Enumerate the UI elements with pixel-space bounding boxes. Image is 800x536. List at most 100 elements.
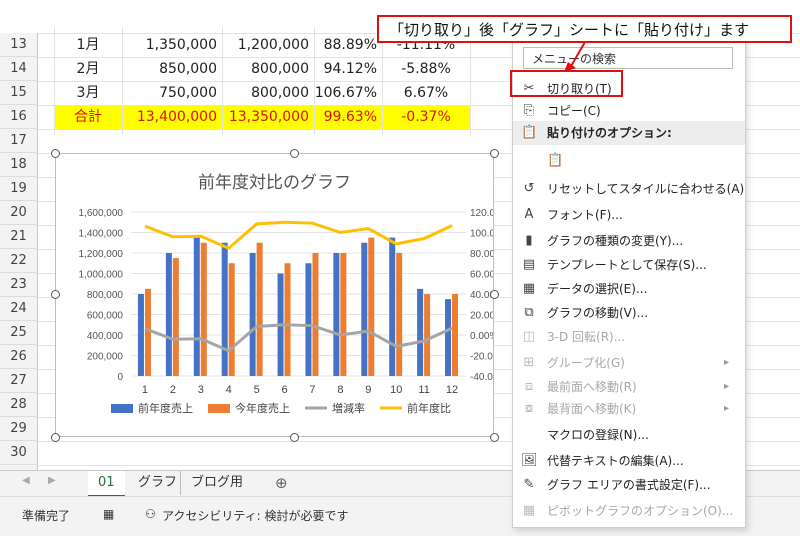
cell-a[interactable]: 750,000 xyxy=(159,85,217,101)
cell-b[interactable]: 800,000 xyxy=(251,85,309,101)
cell-month[interactable]: 1月 xyxy=(76,37,100,53)
resize-handle[interactable] xyxy=(51,433,60,442)
font-icon: A xyxy=(524,207,534,222)
cell-d[interactable]: -5.88% xyxy=(401,61,451,77)
x-tick-label: 9 xyxy=(365,384,371,396)
bar-今年度売上-10 xyxy=(396,253,403,376)
chart-area[interactable]: 前年度対比のグラフ 1,600,000 1,400,000 1,200,000 1,0… xyxy=(55,153,494,437)
row-header[interactable]: 26 xyxy=(0,345,38,369)
cell-month[interactable]: 2月 xyxy=(76,61,100,77)
menu-item-copy[interactable]: ⎘ コピー(C) xyxy=(513,99,745,123)
y2-tick-label: 100.00% xyxy=(470,229,493,240)
menu-item-macro[interactable]: マクロの登録(N)... xyxy=(513,423,745,447)
gridline xyxy=(38,441,800,442)
menu-item-alt-text[interactable]: 🖼 代替テキストの編集(A)... xyxy=(513,449,745,473)
y-tick-label: 600,000 xyxy=(87,311,124,322)
menu-item-label: グループ化(G) xyxy=(547,356,625,370)
row-header[interactable]: 21 xyxy=(0,225,38,249)
y2-tick-label: 60.00% xyxy=(470,270,493,281)
menu-item-select-data[interactable]: ▦ データの選択(E)... xyxy=(513,277,745,301)
accessibility-status[interactable]: アクセシビリティ: 検討が必要です xyxy=(162,509,349,523)
bar-前年度売上-8 xyxy=(333,253,340,376)
gridline xyxy=(38,81,800,82)
macro-record-icon[interactable]: ▦ xyxy=(103,507,115,521)
gridline xyxy=(38,57,800,58)
row-header[interactable]: 19 xyxy=(0,177,38,201)
add-sheet-icon[interactable]: ⊕ xyxy=(275,474,288,492)
menu-item-move-chart[interactable]: ⧉ グラフの移動(V)... xyxy=(513,301,745,325)
cell-month[interactable]: 合計 xyxy=(74,109,102,125)
menu-item-font[interactable]: A フォント(F)... xyxy=(513,203,745,227)
menu-item-chart-type[interactable]: ▮ グラフの種類の変更(Y)... xyxy=(513,229,745,253)
cell-a[interactable]: 13,400,000 xyxy=(136,109,217,125)
cell-d[interactable]: -0.37% xyxy=(401,109,451,125)
menu-search-input[interactable]: メニューの検索 xyxy=(523,47,733,69)
menu-item-group[interactable]: ⊞ グループ化(G) ▸ xyxy=(513,351,745,375)
resize-handle[interactable] xyxy=(490,433,499,442)
cell-c[interactable]: 99.63% xyxy=(323,109,377,125)
send-back-icon: ⧇ xyxy=(524,401,534,416)
menu-item-format-area[interactable]: ✎ グラフ エリアの書式設定(F)... xyxy=(513,473,745,497)
resize-handle[interactable] xyxy=(490,149,499,158)
cell-c[interactable]: 94.12% xyxy=(323,61,377,77)
tab-scroll-right-icon[interactable]: ▶ xyxy=(48,475,56,486)
resize-handle[interactable] xyxy=(290,433,299,442)
row-header[interactable]: 27 xyxy=(0,369,38,393)
row-header[interactable]: 30 xyxy=(0,441,38,465)
cell-b[interactable]: 800,000 xyxy=(251,61,309,77)
cell-b[interactable]: 1,200,000 xyxy=(237,37,309,53)
bar-今年度売上-2 xyxy=(172,258,179,376)
tab-scroll-left-icon[interactable]: ◀ xyxy=(22,475,30,486)
gridline xyxy=(382,27,383,135)
y2-tick-label: 0.00% xyxy=(470,331,493,342)
resize-handle[interactable] xyxy=(51,149,60,158)
cell-a[interactable]: 850,000 xyxy=(159,61,217,77)
cell-c[interactable]: 88.89% xyxy=(323,37,377,53)
tab-blog[interactable]: ブログ用 xyxy=(180,471,253,495)
menu-item-paste-option[interactable]: 📋 xyxy=(513,149,745,173)
menu-item-label: グラフ エリアの書式設定(F)... xyxy=(547,478,711,492)
cell-month[interactable]: 3月 xyxy=(76,85,100,101)
cell-b[interactable]: 13,350,000 xyxy=(228,109,309,125)
cell-a[interactable]: 1,350,000 xyxy=(145,37,217,53)
tab-01[interactable]: 01 xyxy=(88,471,125,497)
row-header[interactable]: 29 xyxy=(0,417,38,441)
menu-item-reset-style[interactable]: ↺ リセットしてスタイルに合わせる(A) xyxy=(513,177,745,201)
menu-item-rotate-3d[interactable]: ◫ 3-D 回転(R)... xyxy=(513,325,745,349)
cell-c[interactable]: 106.67% xyxy=(314,85,377,101)
bring-front-icon: ⧈ xyxy=(524,379,534,394)
bar-前年度売上-1 xyxy=(137,294,144,376)
y-tick-label: 1,600,000 xyxy=(79,208,124,219)
menu-item-bring-front[interactable]: ⧈ 最前面へ移動(R) ▸ xyxy=(513,375,745,399)
row-header[interactable]: 13 xyxy=(0,33,38,57)
row-header[interactable]: 16 xyxy=(0,105,38,129)
y-tick-label: 400,000 xyxy=(87,331,124,342)
row-header[interactable]: 18 xyxy=(0,153,38,177)
bar-今年度売上-1 xyxy=(144,288,151,376)
y-tick-label: 1,000,000 xyxy=(79,270,124,281)
row-header[interactable]: 20 xyxy=(0,201,38,225)
tab-graph[interactable]: グラフ xyxy=(138,475,178,490)
row-header[interactable]: 17 xyxy=(0,129,38,153)
row-header[interactable]: 28 xyxy=(0,393,38,417)
menu-item-label: コピー(C) xyxy=(547,104,601,118)
resize-handle[interactable] xyxy=(490,290,499,299)
row-header[interactable]: 25 xyxy=(0,321,38,345)
resize-handle[interactable] xyxy=(290,149,299,158)
menu-item-send-back[interactable]: ⧇ 最背面へ移動(K) ▸ xyxy=(513,397,745,421)
row-header[interactable]: 24 xyxy=(0,297,38,321)
menu-item-label: 貼り付けのオプション: xyxy=(547,126,672,140)
cell-d[interactable]: 6.67% xyxy=(403,85,449,101)
menu-item-scissors[interactable]: ✂ 切り取り(T) xyxy=(513,77,745,101)
y2-tick-label: -20.00% xyxy=(470,352,493,363)
total-row-fill xyxy=(54,106,470,130)
menu-item-pivot-options[interactable]: ▦ ピボットグラフのオプション(O)... xyxy=(513,499,745,523)
resize-handle[interactable] xyxy=(51,290,60,299)
row-header[interactable]: 15 xyxy=(0,81,38,105)
menu-item-label: 最前面へ移動(R) xyxy=(547,380,637,394)
row-header[interactable]: 22 xyxy=(0,249,38,273)
accessibility-icon[interactable]: ⚇ xyxy=(145,507,156,521)
menu-item-save-template[interactable]: ▤ テンプレートとして保存(S)... xyxy=(513,253,745,277)
row-header[interactable]: 23 xyxy=(0,273,38,297)
row-header[interactable]: 14 xyxy=(0,57,38,81)
